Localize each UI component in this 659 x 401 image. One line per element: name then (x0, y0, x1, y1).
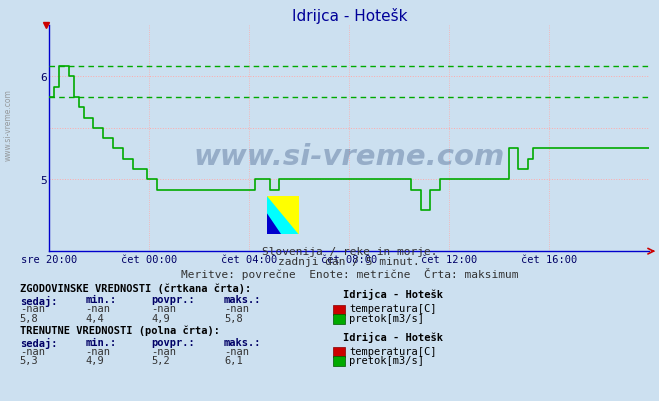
Polygon shape (267, 196, 299, 235)
Text: maks.:: maks.: (224, 337, 262, 347)
Text: -nan: -nan (224, 346, 249, 356)
Text: TRENUTNE VREDNOSTI (polna črta):: TRENUTNE VREDNOSTI (polna črta): (20, 325, 219, 335)
Text: maks.:: maks.: (224, 295, 262, 305)
Text: 4,4: 4,4 (86, 313, 104, 323)
Text: 5,8: 5,8 (20, 313, 38, 323)
Text: 5,2: 5,2 (152, 355, 170, 365)
Text: 4,9: 4,9 (86, 355, 104, 365)
Text: -nan: -nan (152, 304, 177, 314)
Text: 4,9: 4,9 (152, 313, 170, 323)
Text: min.:: min.: (86, 295, 117, 305)
Text: -nan: -nan (20, 346, 45, 356)
Text: pretok[m3/s]: pretok[m3/s] (349, 355, 424, 365)
Text: Idrijca - Hotešk: Idrijca - Hotešk (343, 331, 443, 342)
Text: -nan: -nan (86, 304, 111, 314)
Text: Slovenija / reke in morje.: Slovenija / reke in morje. (262, 247, 437, 257)
Text: 5,3: 5,3 (20, 355, 38, 365)
Text: temperatura[C]: temperatura[C] (349, 304, 437, 314)
Text: povpr.:: povpr.: (152, 337, 195, 347)
Polygon shape (267, 214, 281, 235)
Text: min.:: min.: (86, 337, 117, 347)
Text: www.si-vreme.com: www.si-vreme.com (194, 143, 505, 171)
Text: sedaj:: sedaj: (20, 337, 57, 348)
Text: -nan: -nan (86, 346, 111, 356)
Text: -nan: -nan (20, 304, 45, 314)
Title: Idrijca - Hotešk: Idrijca - Hotešk (291, 8, 407, 24)
Text: 5,8: 5,8 (224, 313, 243, 323)
Text: povpr.:: povpr.: (152, 295, 195, 305)
Text: zadnji dan / 5 minut.: zadnji dan / 5 minut. (278, 257, 420, 267)
Text: -nan: -nan (152, 346, 177, 356)
Text: 6,1: 6,1 (224, 355, 243, 365)
Text: temperatura[C]: temperatura[C] (349, 346, 437, 356)
Text: Meritve: povrečne  Enote: metrične  Črta: maksimum: Meritve: povrečne Enote: metrične Črta: … (181, 267, 518, 279)
Text: www.si-vreme.com: www.si-vreme.com (4, 89, 13, 160)
Text: pretok[m3/s]: pretok[m3/s] (349, 313, 424, 323)
Text: sedaj:: sedaj: (20, 295, 57, 306)
Text: ZGODOVINSKE VREDNOSTI (črtkana črta):: ZGODOVINSKE VREDNOSTI (črtkana črta): (20, 283, 251, 293)
Polygon shape (267, 196, 299, 235)
Text: Idrijca - Hotešk: Idrijca - Hotešk (343, 289, 443, 300)
Text: -nan: -nan (224, 304, 249, 314)
